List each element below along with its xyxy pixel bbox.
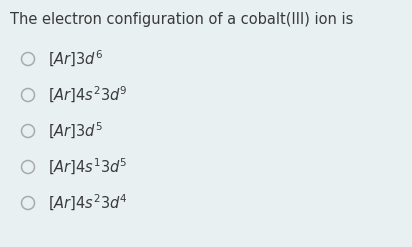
Text: The electron configuration of a cobalt(III) ion is: The electron configuration of a cobalt(I… bbox=[10, 12, 353, 26]
Text: $[Ar]4s^{1}3d^{5}$: $[Ar]4s^{1}3d^{5}$ bbox=[48, 157, 127, 177]
Text: $[Ar]4s^{2}3d^{9}$: $[Ar]4s^{2}3d^{9}$ bbox=[48, 85, 128, 105]
Text: $[Ar]3d^{6}$: $[Ar]3d^{6}$ bbox=[48, 49, 103, 69]
Text: $[Ar]3d^{5}$: $[Ar]3d^{5}$ bbox=[48, 121, 103, 141]
Text: $[Ar]4s^{2}3d^{4}$: $[Ar]4s^{2}3d^{4}$ bbox=[48, 193, 128, 213]
